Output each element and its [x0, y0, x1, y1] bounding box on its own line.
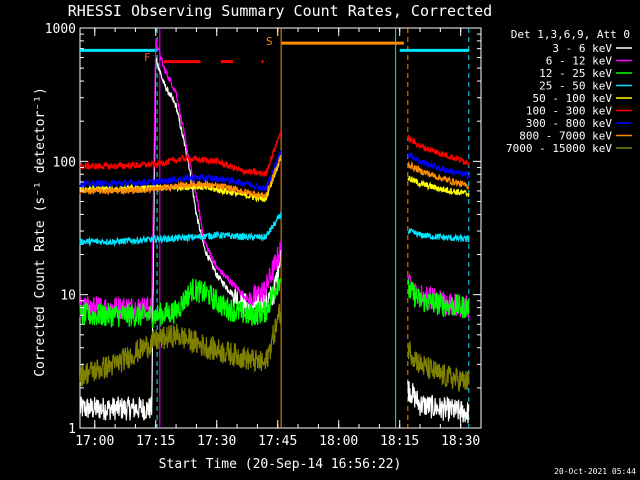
legend-label: 25 - 50 keV [539, 80, 612, 93]
y-tick-label: 100 [53, 155, 76, 170]
x-axis-label: Start Time (20-Sep-14 16:56:22) [159, 457, 402, 472]
series-line-8 [407, 341, 470, 392]
legend-label: 12 - 25 keV [539, 67, 612, 80]
y-tick-label: 10 [60, 289, 76, 304]
series-lines [79, 38, 470, 424]
legend-label: 3 - 6 keV [552, 42, 612, 55]
y-axis-label: Corrected Count Rate (s⁻¹ detector⁻¹) [33, 87, 48, 377]
footer-timestamp: 20-Oct-2021 05:44 [554, 467, 636, 476]
flare-flag-label: F [144, 51, 151, 64]
series-line-2 [407, 278, 470, 319]
legend-label: 6 - 12 keV [546, 55, 613, 68]
flag-bars [80, 41, 469, 64]
series-line-2 [79, 277, 282, 329]
legend-label: 800 - 7000 keV [519, 130, 612, 143]
legend-label: 7000 - 15000 keV [506, 142, 612, 155]
series-line-6 [407, 152, 470, 180]
series-line-3 [407, 227, 470, 243]
series-line-5 [79, 131, 282, 177]
series-line-0 [407, 380, 470, 424]
saa-flag-label: S [266, 35, 273, 48]
legend-label: 300 - 800 keV [526, 117, 612, 130]
y-tick-label: 1000 [45, 22, 76, 37]
series-line-4 [407, 175, 470, 198]
x-tick-label: 18:15 [380, 434, 419, 449]
x-tick-label: 17:45 [258, 434, 297, 449]
series-line-7 [407, 160, 470, 191]
x-tick-label: 17:00 [75, 434, 114, 449]
vertical-markers [156, 28, 470, 428]
series-line-7 [79, 155, 282, 200]
axes-ticks: 17:00 17:15 17:30 17:45 18:00 18:15 18:30 1 10 10… [45, 22, 482, 449]
x-tick-label: 17:15 [136, 434, 175, 449]
legend-header: Det 1,3,6,9, Att 0 [511, 28, 630, 41]
plot-frame [79, 27, 482, 429]
x-tick-label: 18:30 [441, 434, 480, 449]
series-line-8 [79, 303, 282, 387]
x-tick-label: 18:00 [319, 434, 358, 449]
legend-label: 100 - 300 keV [526, 105, 612, 118]
series-line-3 [79, 212, 282, 248]
x-tick-label: 17:30 [197, 434, 236, 449]
series-line-6 [79, 150, 282, 193]
chart-title: RHESSI Observing Summary Count Rates, Co… [68, 2, 492, 20]
y-tick-label: 1 [68, 422, 76, 437]
series-line-5 [407, 134, 470, 167]
legend-label: 50 - 100 keV [533, 92, 613, 105]
